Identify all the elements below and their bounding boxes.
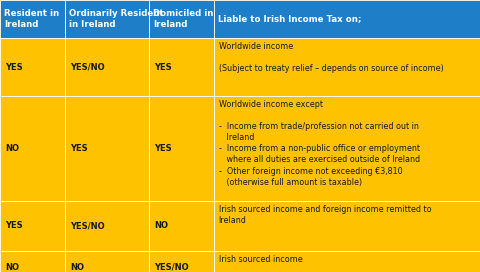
Bar (214, 0, 480, 38)
Bar (0, 201, 65, 251)
Text: NO: NO (5, 262, 19, 271)
Text: YES: YES (154, 144, 171, 153)
Bar (65, 96, 149, 201)
Bar (214, 38, 480, 96)
Bar (65, 0, 149, 38)
Text: NO: NO (5, 144, 19, 153)
Bar (214, 201, 480, 251)
Bar (149, 0, 214, 38)
Text: YES: YES (5, 221, 23, 230)
Bar (0, 38, 65, 96)
Text: YES: YES (5, 63, 23, 72)
Bar (0, 0, 65, 38)
Bar (149, 38, 214, 96)
Bar (214, 96, 480, 201)
Bar (65, 201, 149, 251)
Bar (65, 251, 149, 272)
Text: YES: YES (154, 63, 171, 72)
Bar (65, 38, 149, 96)
Text: Domiciled in
Ireland: Domiciled in Ireland (153, 9, 213, 29)
Bar (0, 96, 65, 201)
Text: NO: NO (70, 262, 84, 271)
Bar (149, 251, 214, 272)
Bar (0, 251, 65, 272)
Text: Worldwide income

(Subject to treaty relief – depends on source of income): Worldwide income (Subject to treaty reli… (218, 42, 444, 73)
Text: NO: NO (154, 221, 168, 230)
Bar (214, 251, 480, 272)
Text: YES/NO: YES/NO (154, 262, 189, 271)
Bar (149, 201, 214, 251)
Text: Worldwide income except

-  Income from trade/profession not carried out in
   I: Worldwide income except - Income from tr… (218, 100, 420, 187)
Text: Ordinarily Resident
in Ireland: Ordinarily Resident in Ireland (69, 9, 163, 29)
Text: Liable to Irish Income Tax on;: Liable to Irish Income Tax on; (217, 14, 361, 23)
Text: Resident in
Ireland: Resident in Ireland (4, 9, 59, 29)
Text: YES/NO: YES/NO (70, 63, 105, 72)
Text: YES/NO: YES/NO (70, 221, 105, 230)
Text: YES: YES (70, 144, 87, 153)
Text: Irish sourced income and foreign income remitted to
Ireland: Irish sourced income and foreign income … (218, 205, 431, 225)
Text: Irish sourced income: Irish sourced income (218, 255, 302, 264)
Bar (149, 96, 214, 201)
